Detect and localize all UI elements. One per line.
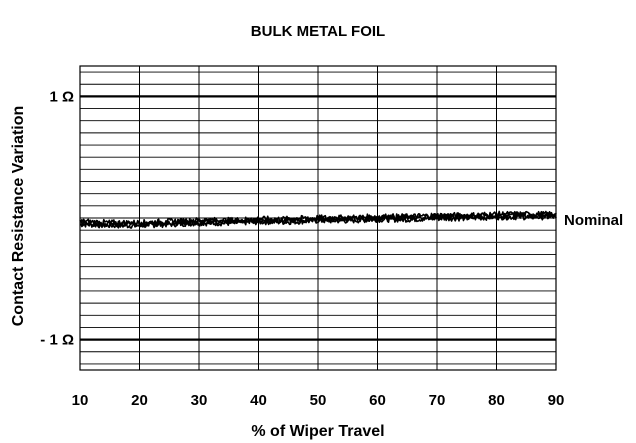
chart-title: BULK METAL FOIL xyxy=(251,23,385,40)
x-tick-label: 20 xyxy=(131,392,148,409)
x-tick-label: 60 xyxy=(369,392,386,409)
series-layer xyxy=(79,210,557,229)
x-axis-label: % of Wiper Travel xyxy=(251,423,384,440)
y-tick-labels: 1 Ω - 1 Ω xyxy=(40,88,74,348)
x-tick-label: 70 xyxy=(429,392,446,409)
y-axis-label: Contact Resistance Variation xyxy=(10,106,27,327)
x-tick-label: 40 xyxy=(250,392,267,409)
y-tick-label: - 1 Ω xyxy=(40,332,74,349)
x-tick-label: 10 xyxy=(72,392,89,409)
grid xyxy=(79,65,557,371)
x-tick-labels: 10 20 30 40 50 60 70 80 90 xyxy=(72,392,565,409)
x-tick-label: 30 xyxy=(191,392,208,409)
series-line xyxy=(79,210,557,227)
x-tick-label: 50 xyxy=(310,392,327,409)
nominal-annotation: Nominal xyxy=(564,212,623,229)
x-tick-label: 80 xyxy=(488,392,505,409)
y-tick-label: 1 Ω xyxy=(49,88,74,105)
x-tick-label: 90 xyxy=(548,392,565,409)
